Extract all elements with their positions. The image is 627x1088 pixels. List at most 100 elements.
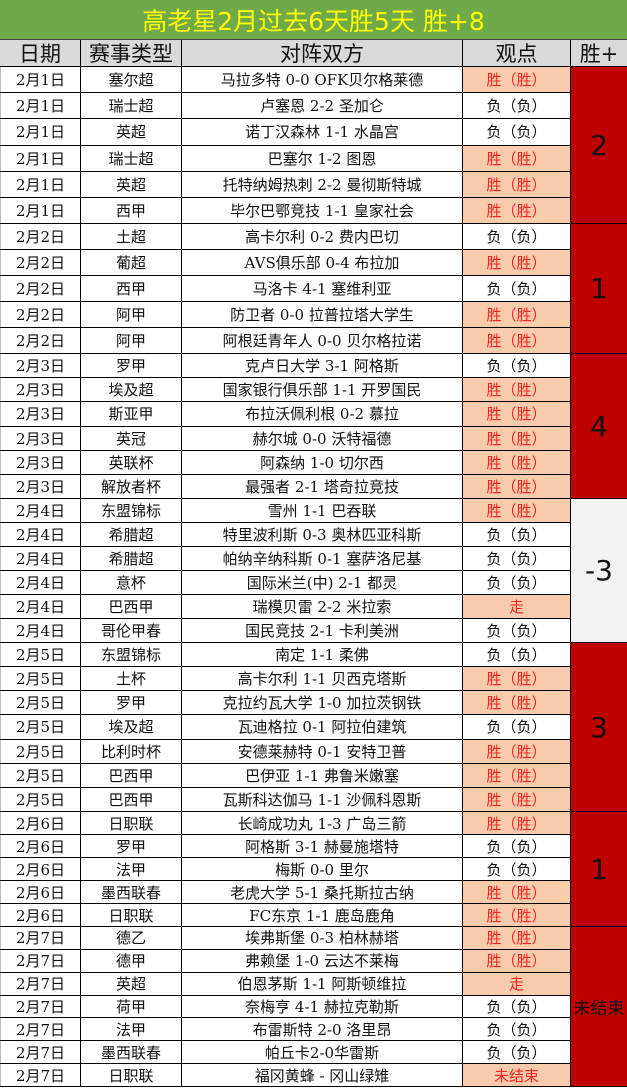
day-group: 2月6日 日职联 长崎成功丸 1-3 广岛三箭 胜（胜） 2月6日 罗甲 阿格斯 3-1 赫… xyxy=(0,812,627,927)
league-cell: 东盟锦标 xyxy=(81,643,182,667)
match-cell: 毕尔巴鄂竞技 1-1 皇家社会 xyxy=(182,197,463,224)
league-cell: 瑞士超 xyxy=(81,93,182,119)
match-cell: AVS俱乐部 0-4 布拉加 xyxy=(182,250,463,275)
view-cell: 负（负） xyxy=(463,619,571,642)
table-row: 2月1日 瑞士超 巴塞尔 1-2 图恩 胜（胜） xyxy=(0,145,571,172)
view-cell: 负（负） xyxy=(463,276,571,301)
view-cell: 胜（胜） xyxy=(463,904,571,926)
table-row: 2月5日 比利时杯 安德莱赫特 0-1 安特卫普 胜（胜） xyxy=(0,739,571,764)
table-row: 2月3日 英冠 赫尔城 0-0 沃特福德 胜（胜） xyxy=(0,426,571,451)
match-cell: 最强者 2-1 塔奇拉竞技 xyxy=(182,474,463,499)
date-cell: 2月3日 xyxy=(0,474,81,499)
view-cell: 胜（胜） xyxy=(463,250,571,275)
view-cell: 负（负） xyxy=(463,547,571,570)
table-header: 日期 赛事类型 对阵双方 观点 胜+ xyxy=(0,40,627,67)
match-cell: 梅斯 0-0 里尔 xyxy=(182,858,463,880)
table-row: 2月7日 墨西联春 帕丘卡2-0华雷斯 负（负） xyxy=(0,1041,571,1065)
match-cell: 福冈黄蜂 - 冈山绿雉 xyxy=(182,1064,463,1087)
match-cell: 帕纳辛纳科斯 0-1 塞萨洛尼基 xyxy=(182,547,463,570)
league-cell: 德乙 xyxy=(81,927,182,949)
date-cell: 2月7日 xyxy=(0,949,81,972)
match-cell: 马洛卡 4-1 塞维利亚 xyxy=(182,276,463,301)
view-cell: 胜（胜） xyxy=(463,67,571,93)
table-row: 2月6日 罗甲 阿格斯 3-1 赫曼施塔特 负（负） xyxy=(0,835,571,858)
date-cell: 2月3日 xyxy=(0,378,81,402)
table-row: 2月3日 斯亚甲 布拉沃佩利根 0-2 慕拉 胜（胜） xyxy=(0,402,571,427)
table-row: 2月7日 日职联 福冈黄蜂 - 冈山绿雉 未结束 xyxy=(0,1064,571,1088)
match-cell: 瑞模贝雷 2-2 米拉索 xyxy=(182,595,463,618)
match-cell: 阿格斯 3-1 赫曼施塔特 xyxy=(182,835,463,857)
match-cell: 国际米兰(中) 2-1 都灵 xyxy=(182,571,463,594)
date-cell: 2月4日 xyxy=(0,523,81,546)
table-row: 2月5日 罗甲 克拉约瓦大学 1-0 加拉茨钢铁 胜（胜） xyxy=(0,691,571,716)
date-cell: 2月2日 xyxy=(0,328,81,353)
day-rows: 2月4日 东盟锦标 雪州 1-1 巴吞联 胜（胜） 2月4日 希腊超 特里波利斯 0-3 奥… xyxy=(0,499,571,643)
table-row: 2月3日 英联杯 阿森纳 1-0 切尔西 胜（胜） xyxy=(0,450,571,475)
date-cell: 2月5日 xyxy=(0,787,81,811)
view-cell: 负（负） xyxy=(463,1018,571,1041)
view-cell: 胜（胜） xyxy=(463,145,571,171)
match-cell: 卢塞恩 2-2 圣加仑 xyxy=(182,93,463,119)
match-cell: 阿森纳 1-0 切尔西 xyxy=(182,450,463,474)
day-summary: 未结束 xyxy=(571,927,627,1087)
match-cell: 高卡尔利 1-1 贝西克塔斯 xyxy=(182,667,463,691)
league-cell: 阿甲 xyxy=(81,302,182,327)
view-cell: 胜（胜） xyxy=(463,450,571,474)
table-row: 2月6日 法甲 梅斯 0-0 里尔 负（负） xyxy=(0,858,571,881)
table-row: 2月1日 英超 诺丁汉森林 1-1 水晶宫 负（负） xyxy=(0,119,571,146)
view-cell: 胜（胜） xyxy=(463,328,571,353)
league-cell: 埃及超 xyxy=(81,378,182,402)
table-row: 2月7日 德乙 埃弗斯堡 0-3 柏林赫塔 胜（胜） xyxy=(0,927,571,950)
league-cell: 阿甲 xyxy=(81,328,182,353)
date-cell: 2月5日 xyxy=(0,691,81,715)
day-rows: 2月7日 德乙 埃弗斯堡 0-3 柏林赫塔 胜（胜） 2月7日 德甲 弗赖堡 1-0 云达不… xyxy=(0,927,571,1088)
match-cell: 克卢日大学 3-1 阿格斯 xyxy=(182,354,463,378)
league-cell: 斯亚甲 xyxy=(81,402,182,426)
league-cell: 希腊超 xyxy=(81,547,182,570)
date-cell: 2月3日 xyxy=(0,450,81,474)
day-group: 2月3日 罗甲 克卢日大学 3-1 阿格斯 负（负） 2月3日 埃及超 国家银行俱乐部 1-… xyxy=(0,354,627,500)
view-cell: 负（负） xyxy=(463,571,571,594)
league-cell: 巴西甲 xyxy=(81,787,182,811)
day-rows: 2月2日 土超 高卡尔利 0-2 费内巴切 负（负） 2月2日 葡超 AVS俱乐部 0-4 … xyxy=(0,224,571,354)
match-cell: 赫尔城 0-0 沃特福德 xyxy=(182,426,463,450)
table-row: 2月4日 哥伦甲春 国民竞技 2-1 卡利美洲 负（负） xyxy=(0,619,571,643)
match-cell: FC东京 1-1 鹿岛鹿角 xyxy=(182,904,463,926)
date-cell: 2月1日 xyxy=(0,93,81,119)
date-cell: 2月6日 xyxy=(0,835,81,857)
date-cell: 2月2日 xyxy=(0,302,81,327)
date-cell: 2月7日 xyxy=(0,995,81,1018)
view-cell: 胜（胜） xyxy=(463,474,571,499)
view-cell: 走 xyxy=(463,595,571,618)
league-cell: 意杯 xyxy=(81,571,182,594)
table-row: 2月1日 塞尔超 马拉多特 0-0 OFK贝尔格莱德 胜（胜） xyxy=(0,67,571,94)
league-cell: 解放者杯 xyxy=(81,474,182,499)
match-cell: 伯恩茅斯 1-1 阿斯顿维拉 xyxy=(182,972,463,995)
header-date: 日期 xyxy=(0,40,81,66)
view-cell: 负（负） xyxy=(463,835,571,857)
header-view: 观点 xyxy=(463,40,571,66)
date-cell: 2月5日 xyxy=(0,715,81,739)
table-row: 2月4日 意杯 国际米兰(中) 2-1 都灵 负（负） xyxy=(0,571,571,595)
date-cell: 2月7日 xyxy=(0,972,81,995)
table-row: 2月4日 巴西甲 瑞模贝雷 2-2 米拉索走 xyxy=(0,595,571,619)
match-cell: 瓦斯科达伽马 1-1 沙佩科恩斯 xyxy=(182,787,463,811)
day-summary: 1 xyxy=(571,812,627,927)
league-cell: 东盟锦标 xyxy=(81,499,182,522)
date-cell: 2月2日 xyxy=(0,250,81,275)
league-cell: 希腊超 xyxy=(81,523,182,546)
league-cell: 墨西联春 xyxy=(81,1041,182,1064)
table-row: 2月5日 埃及超 瓦迪格拉 0-1 阿拉伯建筑 负（负） xyxy=(0,715,571,740)
league-cell: 荷甲 xyxy=(81,995,182,1018)
page-title: 高老星2月过去6天胜5天 胜+8 xyxy=(0,0,627,40)
date-cell: 2月5日 xyxy=(0,667,81,691)
league-cell: 德甲 xyxy=(81,949,182,972)
table-row: 2月5日 巴西甲 瓦斯科达伽马 1-1 沙佩科恩斯 胜（胜） xyxy=(0,787,571,812)
view-cell: 胜（胜） xyxy=(463,787,571,811)
view-cell: 未结束 xyxy=(463,1064,571,1087)
match-cell: 老虎大学 5-1 桑托斯拉古纳 xyxy=(182,881,463,903)
day-rows: 2月6日 日职联 长崎成功丸 1-3 广岛三箭 胜（胜） 2月6日 罗甲 阿格斯 3-1 赫… xyxy=(0,812,571,927)
league-cell: 罗甲 xyxy=(81,835,182,857)
league-cell: 土杯 xyxy=(81,667,182,691)
league-cell: 英超 xyxy=(81,972,182,995)
